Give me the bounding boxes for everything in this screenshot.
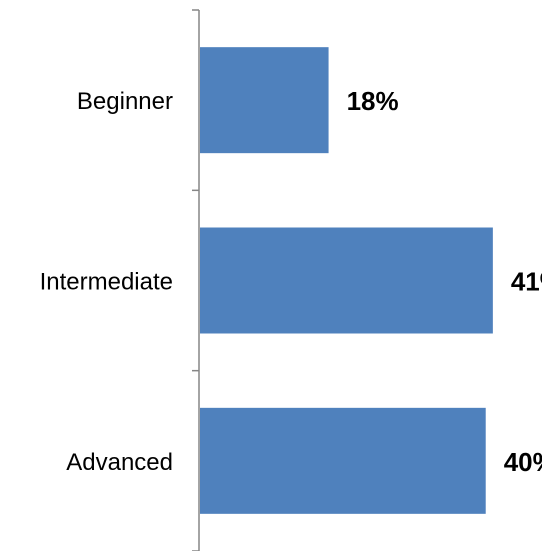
data-label-intermediate: 41% [511, 267, 542, 297]
data-label-advanced: 40% [504, 447, 542, 477]
axis-ticks [192, 9, 199, 551]
category-label-intermediate: Intermediate [40, 269, 173, 296]
bar-advanced [200, 407, 486, 514]
category-label-beginner: Beginner [77, 88, 173, 115]
bars-group [200, 47, 493, 514]
data-label-beginner: 18% [347, 86, 399, 116]
labels-group: Beginner 18% Intermediate 41% Advanced 40% [40, 86, 542, 477]
bar-beginner [200, 47, 329, 154]
bar-intermediate [200, 227, 493, 334]
category-label-advanced: Advanced [66, 449, 173, 476]
